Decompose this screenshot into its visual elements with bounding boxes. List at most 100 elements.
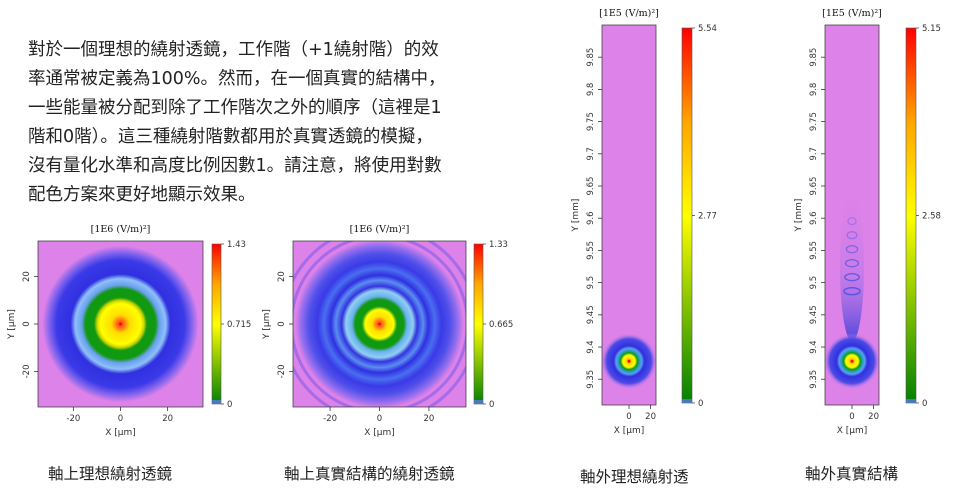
colorbar-tick-label: 0.665 — [489, 320, 513, 330]
colorbar — [681, 27, 693, 404]
focal-peak — [119, 322, 122, 326]
y-tick-label: 9.5 — [586, 276, 596, 290]
intro-line: 階和0階）。這三種繞射階數都用於真實透鏡的模擬， — [28, 127, 433, 147]
colorbar — [905, 27, 917, 404]
colorbar-tick-label: 2.77 — [698, 212, 717, 222]
y-tick-label: 9.7 — [809, 147, 819, 161]
y-tick-label: 9.45 — [809, 305, 819, 324]
x-axis-label: X [µm] — [105, 428, 136, 438]
y-tick-label: 9.8 — [809, 83, 819, 97]
y-tick-label: -20 — [22, 364, 32, 378]
plot-area — [825, 191, 879, 390]
y-tick-label: 9.7 — [586, 147, 596, 161]
diffraction-fringe — [844, 259, 860, 268]
intro-text: 對於一個理想的繞射透鏡，工作階（+1繞射階）的效 率通常被定義為100%。然而，… — [28, 36, 508, 210]
x-tick-label: 20 — [162, 414, 173, 424]
y-tick-label: 9.6 — [586, 211, 596, 225]
colorbar-tick-label: 0 — [227, 400, 232, 410]
x-tick-label: 0 — [118, 414, 123, 424]
y-tick-label: 9.35 — [586, 370, 596, 389]
colorbar-low-band — [212, 400, 221, 404]
y-tick-label: 9.65 — [586, 177, 596, 196]
y-tick-label: 9.75 — [809, 112, 819, 131]
unit-label: [1E5 (V/m)²] — [599, 8, 659, 19]
caption-offaxis-real: 軸外真實結構 — [805, 465, 899, 483]
y-tick-label: 9.4 — [586, 340, 596, 354]
plot-area — [602, 333, 656, 390]
y-tick-label: 9.35 — [809, 370, 819, 389]
diffraction-fringe — [844, 273, 860, 282]
colorbar-tick-label: 2.58 — [922, 212, 941, 222]
y-tick-label: 9.55 — [586, 241, 596, 260]
focal-peak — [850, 359, 854, 363]
plot-area — [293, 241, 466, 407]
plot-area — [42, 246, 199, 402]
diffraction-fringe — [846, 231, 858, 240]
caption-onaxis-real: 軸上真實結構的繞射透鏡 — [284, 465, 455, 483]
y-axis-label: Y [mm] — [794, 199, 804, 233]
colorbar-low-band — [682, 399, 692, 403]
x-axis-label: X [µm] — [364, 428, 395, 438]
focal-peak — [378, 322, 381, 326]
x-tick-label: 20 — [424, 414, 435, 424]
y-tick-label: 20 — [22, 271, 32, 282]
intro-line: 配色方案來更好地顯示效果。 — [28, 185, 256, 205]
y-tick-label: 9.65 — [809, 177, 819, 196]
colorbar-tick-label: 0 — [922, 399, 927, 409]
chart-4: [1E5 (V/m)²] 0 20 9.35 9.4 9.45 9.5 9.55 9.6 9.65… — [794, 8, 941, 436]
y-tick-label: 0 — [277, 321, 287, 326]
colorbar — [473, 243, 484, 405]
x-tick-label: 20 — [645, 412, 656, 422]
y-tick-label: 9.8 — [586, 83, 596, 97]
y-tick-label: -20 — [277, 364, 287, 378]
x-tick-label: 0 — [377, 414, 382, 424]
chart-1: [1E6 (V/m)²] -20 0 20 -20 0 20 X [µm] Y [µm] 1.43… — [7, 224, 251, 438]
y-tick-label: 9.6 — [809, 211, 819, 225]
colorbar-tick-label: 5.54 — [698, 24, 717, 34]
diffraction-fringe — [845, 245, 859, 254]
y-tick-label: 9.85 — [586, 48, 596, 67]
x-axis-label: X [µm] — [837, 426, 868, 436]
unit-label: [1E5 (V/m)²] — [822, 8, 882, 19]
y-tick-label: 9.45 — [586, 305, 596, 324]
y-tick-label: 0 — [22, 321, 32, 326]
colorbar-tick-label: 0 — [489, 400, 494, 410]
colorbar-low-band — [906, 399, 916, 403]
y-axis-label: Y [mm] — [571, 199, 581, 233]
x-tick-label: 0 — [626, 412, 631, 422]
y-axis-label: Y [µm] — [7, 309, 17, 340]
y-tick-label: 9.85 — [809, 48, 819, 67]
chart-3: [1E5 (V/m)²] 0 20 9.35 9.4 9.45 9.5 9.55 9.6 9.65… — [571, 8, 717, 436]
colorbar-tick-label: 0.715 — [227, 320, 251, 330]
intro-line: 一些能量被分配到除了工作階次之外的順序（這裡是1 — [28, 98, 442, 118]
colorbar — [211, 243, 222, 405]
y-tick-label: 9.55 — [809, 241, 819, 260]
focal-peak — [627, 359, 631, 363]
colorbar-tick-label: 1.43 — [227, 240, 246, 250]
caption-onaxis-ideal: 軸上理想繞射透鏡 — [48, 465, 173, 483]
intro-line: 對於一個理想的繞射透鏡，工作階（+1繞射階）的效 — [28, 40, 439, 60]
unit-label: [1E6 (V/m)²] — [350, 224, 410, 235]
y-tick-label: 20 — [277, 271, 287, 282]
colorbar-tick-label: 0 — [698, 399, 703, 409]
y-axis-label: Y [µm] — [262, 309, 272, 340]
intro-line: 沒有量化水準和高度比例因數1。請注意，將使用對數 — [28, 156, 442, 176]
x-axis-label: X [µm] — [614, 426, 645, 436]
diffraction-fringe — [847, 217, 857, 226]
colorbar-tick-label: 1.33 — [489, 240, 508, 250]
colorbar-low-band — [474, 400, 483, 404]
y-tick-label: 9.75 — [586, 112, 596, 131]
colorbar-tick-label: 5.15 — [922, 24, 941, 34]
chart-2: [1E6 (V/m)²] -20 0 20 -20 0 20 X [µm] Y [µm] 1.33… — [262, 224, 513, 438]
x-tick-label: -20 — [66, 414, 80, 424]
x-tick-label: 20 — [868, 412, 879, 422]
x-tick-label: -20 — [323, 414, 337, 424]
unit-label: [1E6 (V/m)²] — [91, 224, 151, 235]
y-tick-label: 9.4 — [809, 340, 819, 354]
y-tick-label: 9.5 — [809, 276, 819, 290]
x-tick-label: 0 — [849, 412, 854, 422]
diffraction-fringe — [843, 287, 861, 296]
caption-offaxis-ideal: 軸外理想繞射透 — [580, 468, 689, 486]
intro-line: 率通常被定義為100%。然而，在一個真實的結構中， — [28, 69, 446, 89]
